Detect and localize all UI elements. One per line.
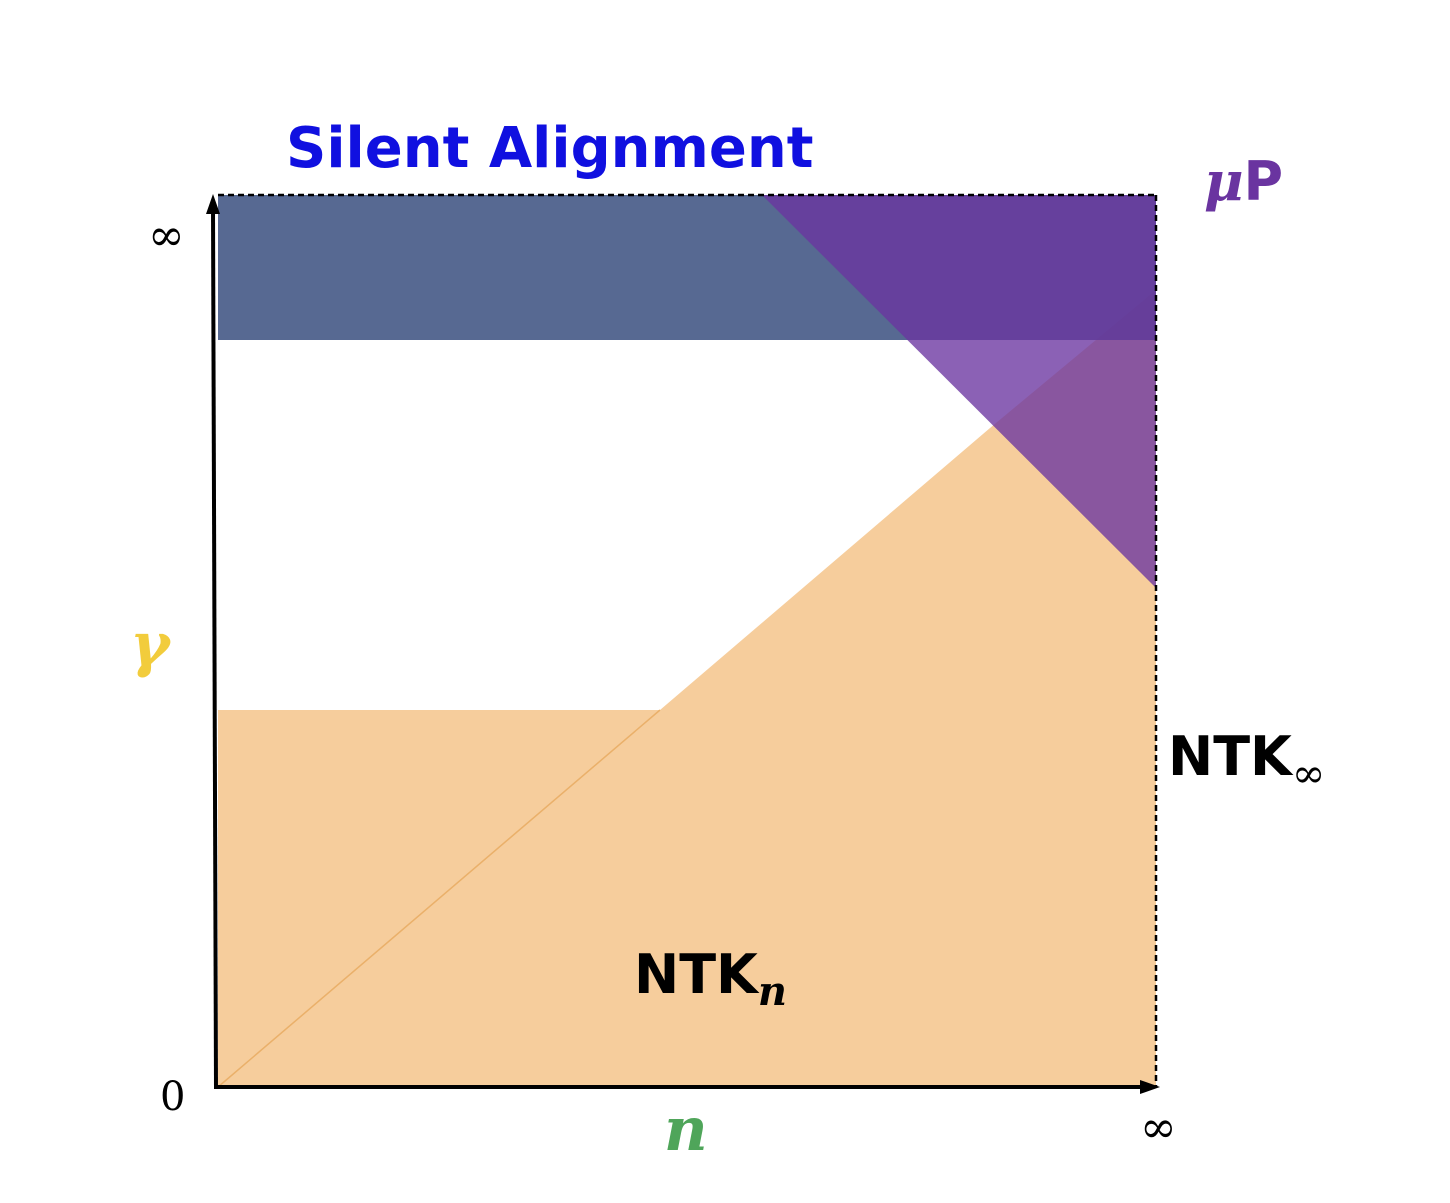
ntk-boundary-line bbox=[217, 709, 661, 1088]
mup-label-p: P bbox=[1244, 150, 1284, 213]
ntk-n-label: NTKn bbox=[634, 943, 787, 1015]
ntk-inf-label: NTK∞ bbox=[1168, 725, 1325, 797]
y-axis-label: γ bbox=[130, 610, 172, 680]
ntk-inf-label-main: NTK bbox=[1168, 725, 1294, 788]
ntk-n-label-sub: n bbox=[758, 968, 787, 1015]
mup-label: μP bbox=[1204, 149, 1283, 213]
ntk-inf-label-sub: ∞ bbox=[1292, 751, 1325, 797]
x-axis-label: n bbox=[664, 1095, 708, 1165]
x-axis-tick-infinity: ∞ bbox=[1140, 1102, 1177, 1153]
region-mup bbox=[762, 195, 1156, 588]
y-axis-arrow bbox=[206, 194, 220, 214]
x-axis-arrow bbox=[1140, 1080, 1160, 1094]
diagram-title: Silent Alignment bbox=[286, 116, 814, 181]
origin-tick: 0 bbox=[160, 1074, 185, 1120]
y-axis bbox=[211, 207, 218, 1090]
mup-label-mu: μ bbox=[1204, 149, 1244, 213]
ntk-n-label-main: NTK bbox=[634, 943, 760, 1006]
y-axis-tick-infinity: ∞ bbox=[148, 210, 185, 261]
